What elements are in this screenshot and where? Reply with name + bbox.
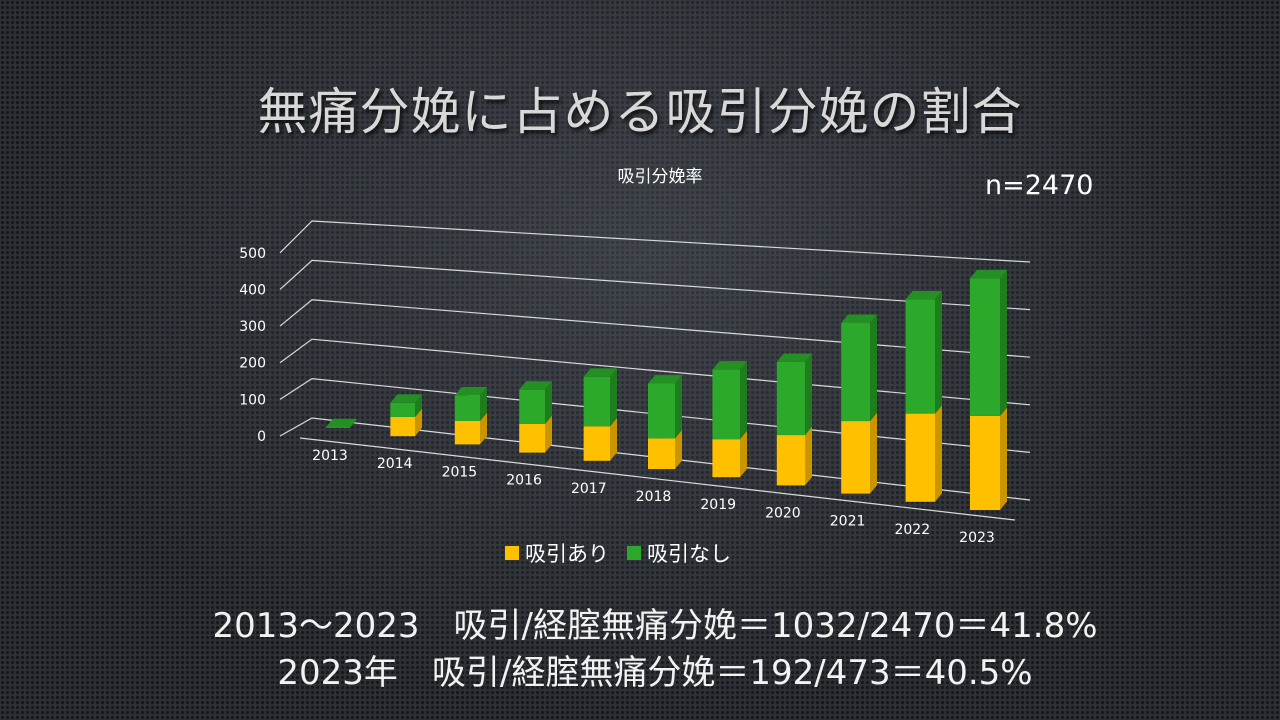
bar-segment-front bbox=[841, 421, 870, 494]
bar-segment-side bbox=[870, 412, 877, 494]
y-tick-label: 500 bbox=[239, 246, 266, 262]
y-tick-label: 200 bbox=[239, 356, 266, 372]
y-tick-label: 300 bbox=[239, 319, 266, 335]
bar-top bbox=[519, 381, 552, 390]
bar-segment-front bbox=[841, 322, 870, 422]
chart-title: 吸引分娩率 bbox=[617, 167, 703, 187]
bar-segment-side bbox=[740, 430, 747, 478]
bar-top bbox=[712, 361, 747, 370]
bar-segment-front bbox=[583, 376, 610, 427]
bar-segment-front bbox=[519, 423, 545, 453]
summary-total: 2013～2023 吸引/経腟無痛分娩＝1032/2470＝41.8% bbox=[212, 606, 1098, 646]
bar-segment-front bbox=[648, 383, 675, 439]
bar-top bbox=[390, 394, 422, 403]
bar-segment-side bbox=[675, 430, 682, 469]
y-tick-label: 400 bbox=[239, 282, 266, 298]
bar-segment-side bbox=[610, 417, 617, 461]
y-tick-label: 0 bbox=[257, 429, 266, 445]
bar-segment-front bbox=[712, 439, 740, 478]
gridline bbox=[279, 220, 1031, 263]
bar-segment-side bbox=[870, 314, 877, 422]
bar-segment-front bbox=[776, 361, 805, 436]
legend-item-with-suction: 吸引あり bbox=[505, 538, 609, 568]
bar-segment-front bbox=[648, 438, 675, 469]
y-tick-label: 100 bbox=[239, 392, 266, 408]
legend-swatch-yellow bbox=[505, 546, 519, 560]
bar-segment-front bbox=[970, 415, 1000, 510]
gridline bbox=[279, 259, 1031, 311]
bar-segment-side bbox=[740, 361, 747, 440]
x-tick-label: 2017 bbox=[571, 481, 607, 497]
bar-top bbox=[648, 375, 682, 384]
x-tick-label: 2015 bbox=[442, 464, 478, 480]
bar-segment-front bbox=[326, 427, 350, 428]
summary-2023: 2023年 吸引/経腟無痛分娩＝192/473＝40.5% bbox=[277, 653, 1033, 693]
x-tick-label: 2016 bbox=[506, 473, 542, 489]
bar-top bbox=[776, 353, 812, 362]
bar-segment-front bbox=[390, 402, 415, 417]
sample-size-label: n=2470 bbox=[985, 170, 1094, 201]
bar-segment-front bbox=[905, 413, 935, 502]
bar-segment-side bbox=[935, 405, 942, 502]
legend-label: 吸引あり bbox=[525, 542, 609, 566]
x-tick-label: 2014 bbox=[377, 456, 413, 472]
bar-top bbox=[970, 269, 1007, 279]
slide-title: 無痛分娩に占める吸引分娩の割合 bbox=[257, 83, 1023, 141]
bar-segment-side bbox=[805, 353, 812, 436]
bar-segment-side bbox=[415, 408, 422, 437]
bar-segment-front bbox=[519, 389, 545, 424]
bar-segment-front bbox=[583, 426, 610, 461]
x-tick-label: 2022 bbox=[894, 522, 930, 538]
bar-segment-side bbox=[350, 418, 357, 428]
bar-top bbox=[841, 314, 877, 323]
bar-segment-side bbox=[610, 368, 617, 427]
bar-segment-side bbox=[545, 415, 552, 453]
bar-segment-side bbox=[805, 426, 812, 486]
bar-top bbox=[905, 290, 942, 300]
bar-segment-side bbox=[415, 394, 422, 417]
bar-segment-side bbox=[675, 375, 682, 439]
bar-segment-side bbox=[480, 412, 487, 445]
gridline bbox=[279, 299, 1031, 358]
bar-segment-front bbox=[454, 420, 480, 445]
legend-label: 吸引なし bbox=[647, 542, 731, 566]
bar-segment-front bbox=[905, 299, 935, 414]
bar-segment-front bbox=[970, 278, 1000, 416]
legend-swatch-green bbox=[627, 546, 641, 560]
bar-segment-front bbox=[712, 369, 740, 440]
x-tick-label: 2013 bbox=[312, 448, 348, 464]
bar-segment-front bbox=[454, 395, 480, 421]
chart-legend: 吸引あり 吸引なし bbox=[505, 538, 731, 568]
bar-segment-side bbox=[480, 387, 487, 421]
x-tick-label: 2019 bbox=[700, 497, 736, 513]
x-tick-label: 2023 bbox=[959, 530, 995, 546]
legend-item-without-suction: 吸引なし bbox=[627, 538, 731, 568]
bar-segment-side bbox=[1000, 269, 1007, 416]
bar-segment-front bbox=[390, 416, 415, 437]
x-tick-label: 2021 bbox=[830, 514, 866, 530]
bar-segment-side bbox=[545, 381, 552, 424]
bar-top bbox=[583, 368, 617, 377]
bar-segment-front bbox=[776, 435, 805, 486]
bar-top bbox=[326, 418, 357, 428]
x-tick-label: 2020 bbox=[765, 505, 801, 521]
floor-edge bbox=[299, 437, 1016, 521]
x-tick-label: 2018 bbox=[636, 489, 672, 505]
bar-segment-side bbox=[935, 290, 942, 414]
bar-top bbox=[454, 387, 487, 396]
bar-segment-side bbox=[1000, 407, 1007, 510]
